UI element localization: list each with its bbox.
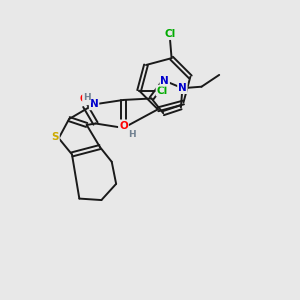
Text: N: N [119,123,128,133]
Text: N: N [160,76,169,86]
Text: O: O [119,121,128,130]
Text: S: S [51,132,59,142]
Text: N: N [178,83,187,93]
Text: Cl: Cl [164,29,176,39]
Text: H: H [83,93,91,102]
Text: N: N [90,99,98,110]
Text: Cl: Cl [157,85,168,96]
Text: O: O [80,94,88,104]
Text: H: H [128,130,136,139]
